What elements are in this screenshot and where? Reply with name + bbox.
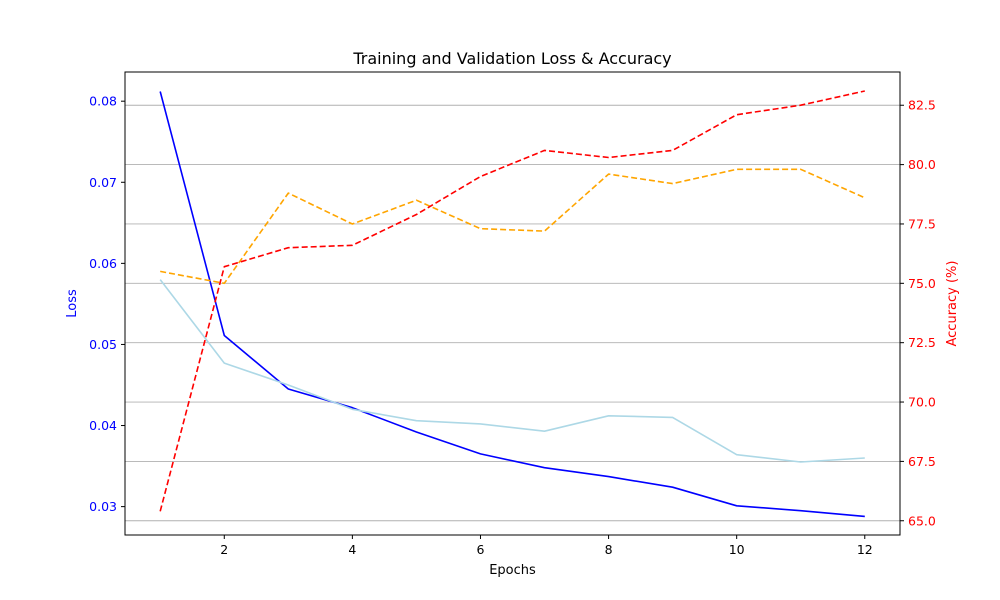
y-axis-left-title: Loss	[65, 289, 80, 318]
y-left-tick-label: 0.08	[89, 94, 117, 109]
grid	[125, 104, 900, 522]
y-right-tick-label: 82.5	[908, 98, 936, 113]
x-tick-label: 8	[605, 542, 613, 557]
plot-frame	[124, 71, 901, 536]
x-axis-title: Epochs	[489, 563, 536, 578]
y-right-tick-label: 67.5	[908, 454, 936, 469]
series-layer	[159, 90, 866, 518]
chart-title: Training and Validation Loss & Accuracy	[352, 49, 671, 68]
x-tick-label: 4	[348, 542, 356, 557]
y-right-tick-label: 80.0	[908, 157, 936, 172]
x-tick-label: 6	[476, 542, 484, 557]
y-right-tick-label: 70.0	[908, 395, 936, 410]
x-tick-label: 2	[220, 542, 228, 557]
y-left-tick-label: 0.06	[89, 256, 117, 271]
x-tick-label: 12	[857, 542, 873, 557]
y-left-tick-label: 0.07	[89, 175, 117, 190]
y-left-tick-label: 0.04	[89, 418, 117, 433]
series-line-3	[160, 168, 866, 285]
series-line-4	[159, 90, 865, 512]
y-right-tick-label: 75.0	[908, 276, 936, 291]
x-tick-label: 10	[729, 542, 745, 557]
y-right-tick-label: 72.5	[908, 335, 936, 350]
y-right-tick-label: 77.5	[908, 216, 936, 231]
y-left-tick-label: 0.05	[89, 337, 117, 352]
y-axis-right-title: Accuracy (%)	[945, 261, 960, 347]
series-line-2	[159, 279, 865, 463]
series-line-1	[159, 91, 865, 518]
y-left-tick-label: 0.03	[89, 499, 117, 514]
ticks: 2 4 6 8 10 12 0.03 0.04 0.05 0.06 0.07 0.08 65.0 67.5…	[89, 94, 936, 557]
y-right-tick-label: 65.0	[908, 513, 936, 528]
